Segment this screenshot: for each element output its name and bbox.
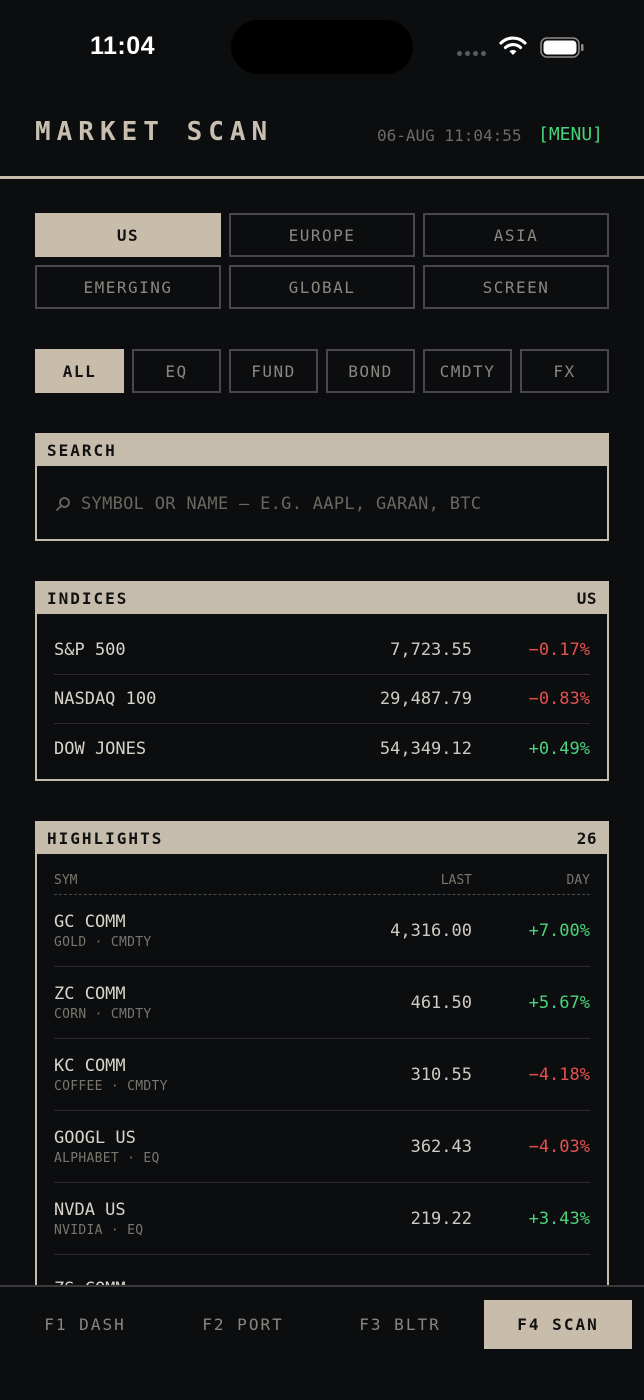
filter-fund[interactable]: FUND [229, 349, 318, 393]
highlight-description: COFFEE · CMDTY [54, 1078, 168, 1094]
market-timestamp: 06-AUG 11:04:55 [377, 126, 522, 145]
index-name: S&P 500 [54, 640, 126, 660]
signal-dots-icon [457, 51, 486, 56]
bottom-nav: F1 DASH F2 PORT F3 BLTR F4 SCAN [0, 1285, 644, 1400]
highlight-symbol: GC COMM [54, 911, 126, 932]
highlight-last: 362.43 [410, 1136, 472, 1157]
wifi-icon [499, 36, 527, 55]
highlights-header: HIGHLIGHTS 26 [37, 823, 607, 854]
nav-bltr[interactable]: F3 BLTR [359, 1315, 441, 1334]
index-value: 54,349.12 [379, 738, 472, 759]
region-selector: US EUROPE ASIA EMERGING GLOBAL SCREEN [35, 213, 609, 309]
highlight-day-change: −4.18% [528, 1064, 590, 1085]
menu-button[interactable]: [MENU] [538, 124, 604, 145]
highlight-description: NVIDIA · EQ [54, 1222, 144, 1238]
search-panel: SEARCH [35, 433, 609, 541]
nav-port[interactable]: F2 PORT [202, 1315, 284, 1334]
highlight-day-change: +7.00% [528, 920, 590, 941]
search-input[interactable] [81, 493, 601, 514]
highlight-symbol: GOOGL US [54, 1127, 136, 1148]
filter-eq[interactable]: EQ [132, 349, 221, 393]
highlight-day-change: +3.43% [528, 1208, 590, 1229]
highlight-symbol: ZC COMM [54, 983, 126, 1004]
magnifier-icon [56, 496, 70, 511]
header-divider [0, 176, 644, 179]
index-row[interactable]: S&P 500 7,723.55 −0.17% [54, 626, 590, 675]
region-tab-europe[interactable]: EUROPE [229, 213, 415, 257]
highlight-description: ALPHABET · EQ [54, 1150, 160, 1166]
battery-icon [540, 37, 584, 58]
highlight-row[interactable]: NVDA US NVIDIA · EQ 219.22 +3.43% [54, 1183, 590, 1255]
highlight-last: 461.50 [410, 992, 472, 1013]
filter-cmdty[interactable]: CMDTY [423, 349, 512, 393]
index-name: DOW JONES [54, 738, 147, 759]
index-change: −0.83% [528, 689, 590, 709]
index-row[interactable]: NASDAQ 100 29,487.79 −0.83% [54, 675, 590, 724]
region-tab-asia[interactable]: ASIA [423, 213, 609, 257]
region-tab-us[interactable]: US [35, 213, 221, 257]
filter-bond[interactable]: BOND [326, 349, 415, 393]
highlights-column-header: SYM LAST DAY [54, 854, 590, 895]
highlight-symbol: KC COMM [54, 1055, 126, 1076]
search-header: SEARCH [37, 435, 607, 466]
status-time: 11:04 [90, 32, 156, 60]
highlight-last: 4,316.00 [390, 920, 472, 941]
column-day: DAY [566, 873, 590, 888]
highlights-panel: HIGHLIGHTS 26 SYM LAST DAY GC COMM GOLD … [35, 821, 609, 1291]
indices-label: INDICES [47, 589, 129, 608]
region-tab-screen[interactable]: SCREEN [423, 265, 609, 309]
highlight-row[interactable]: KC COMM COFFEE · CMDTY 310.55 −4.18% [54, 1039, 590, 1111]
nav-scan[interactable]: F4 SCAN [484, 1300, 632, 1349]
highlights-label: HIGHLIGHTS [47, 829, 164, 848]
highlight-row[interactable]: GC COMM GOLD · CMDTY 4,316.00 +7.00% [54, 895, 590, 967]
region-tab-global[interactable]: GLOBAL [229, 265, 415, 309]
column-sym: SYM [54, 873, 78, 888]
highlight-symbol: NVDA US [54, 1199, 126, 1220]
index-name: NASDAQ 100 [54, 689, 157, 709]
highlight-row[interactable]: ZC COMM CORN · CMDTY 461.50 +5.67% [54, 967, 590, 1039]
indices-region: US [576, 589, 597, 608]
page-title: MARKET SCAN [35, 117, 274, 147]
filter-all[interactable]: ALL [35, 349, 124, 393]
highlight-description: GOLD · CMDTY [54, 934, 152, 950]
highlight-last: 219.22 [410, 1208, 472, 1229]
index-value: 29,487.79 [379, 689, 472, 709]
column-last: LAST [440, 873, 472, 888]
search-label: SEARCH [47, 441, 117, 460]
highlight-description: CORN · CMDTY [54, 1006, 152, 1022]
nav-dash[interactable]: F1 DASH [44, 1315, 126, 1334]
highlights-count: 26 [576, 829, 597, 848]
dynamic-island [231, 20, 413, 74]
index-change: +0.49% [528, 738, 590, 759]
index-change: −0.17% [528, 640, 590, 660]
indices-header: INDICES US [37, 583, 607, 614]
indices-panel: INDICES US S&P 500 7,723.55 −0.17% NASDA… [35, 581, 609, 781]
highlight-day-change: +5.67% [528, 992, 590, 1013]
asset-type-filter: ALL EQ FUND BOND CMDTY FX [35, 349, 609, 393]
filter-fx[interactable]: FX [520, 349, 609, 393]
index-row[interactable]: DOW JONES 54,349.12 +0.49% [54, 724, 590, 773]
region-tab-emerging[interactable]: EMERGING [35, 265, 221, 309]
index-value: 7,723.55 [390, 640, 472, 660]
highlight-row[interactable]: GOOGL US ALPHABET · EQ 362.43 −4.03% [54, 1111, 590, 1183]
highlight-last: 310.55 [410, 1064, 472, 1085]
highlight-day-change: −4.03% [528, 1136, 590, 1157]
